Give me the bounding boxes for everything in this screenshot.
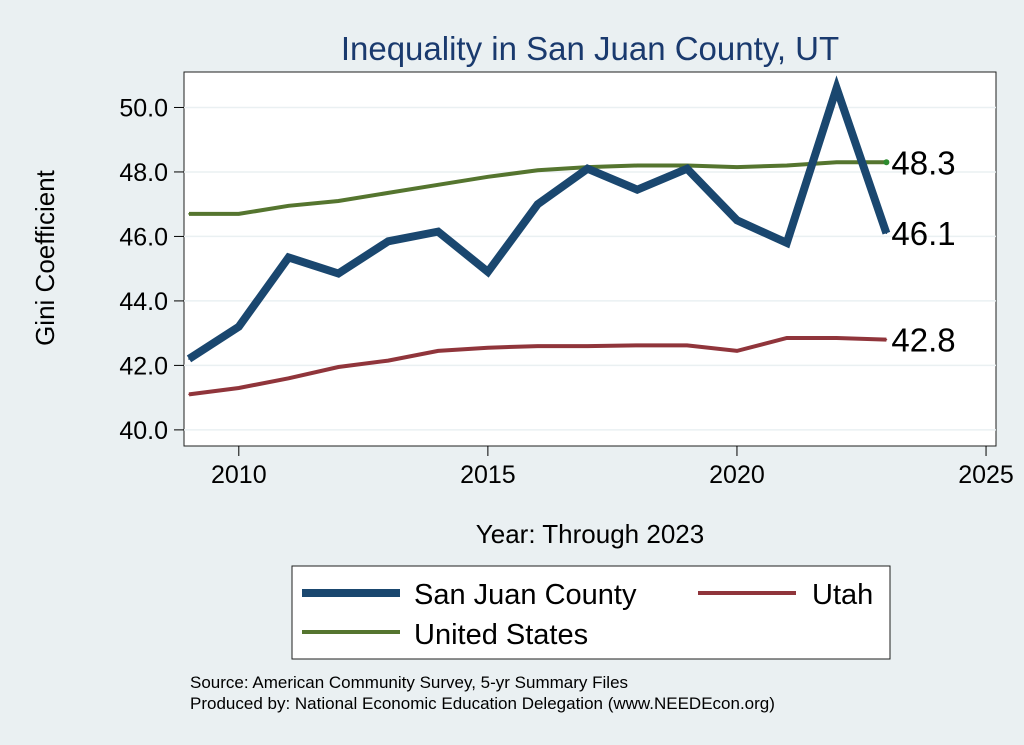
y-tick-label: 40.0 <box>119 417 168 445</box>
legend-label-utah: Utah <box>812 579 873 611</box>
data-point-united-states <box>287 205 290 207</box>
data-point-utah <box>686 344 688 347</box>
data-point-united-states <box>636 164 639 167</box>
legend-box <box>291 565 891 660</box>
data-point-utah <box>337 366 340 368</box>
data-point-united-states <box>437 184 439 186</box>
x-tick-label: 2025 <box>958 461 1014 489</box>
data-point-utah <box>536 345 539 347</box>
data-point-utah <box>885 338 888 341</box>
data-point-san-juan-county <box>337 272 340 275</box>
data-point-united-states <box>536 169 539 172</box>
data-point-san-juan-county <box>487 271 489 273</box>
data-point-san-juan-county <box>387 240 390 243</box>
data-point-san-juan-county <box>536 203 539 205</box>
data-point-united-states <box>835 161 838 164</box>
x-tick-label: 2015 <box>460 461 516 489</box>
data-point-united-states <box>237 213 240 215</box>
data-point-utah <box>237 387 240 389</box>
data-point-utah <box>736 350 738 352</box>
data-point-united-states <box>785 164 788 167</box>
end-labels: 46.1 42.8 48.3 <box>891 144 955 358</box>
x-tick-label: 2010 <box>211 461 267 489</box>
data-point-utah <box>586 345 589 347</box>
x-tick-label: 2020 <box>709 461 765 489</box>
axes: 40.0 42.0 44.0 46.0 48.0 50.0 2010 2015 2020 2025 <box>119 94 1014 489</box>
end-label-utah: 42.8 <box>891 322 955 359</box>
data-point-utah <box>487 346 489 349</box>
data-point-utah <box>785 337 788 339</box>
y-tick-label: 48.0 <box>119 159 168 187</box>
data-point-united-states <box>387 192 390 194</box>
y-tick-label: 50.0 <box>119 94 168 122</box>
data-point-united-states <box>188 213 190 215</box>
data-point-san-juan-county <box>885 232 888 235</box>
data-point-san-juan-county <box>835 87 838 89</box>
end-marker-united-states <box>883 159 890 166</box>
data-point-utah <box>835 337 838 339</box>
data-point-utah <box>287 377 290 380</box>
legend: San Juan County Utah United States <box>291 565 891 660</box>
data-point-utah <box>188 393 190 396</box>
legend-label-united-states: United States <box>414 619 588 651</box>
data-point-utah <box>387 359 390 362</box>
data-point-san-juan-county <box>736 219 738 222</box>
chart-title: Inequality in San Juan County, UT <box>341 30 839 67</box>
data-point-united-states <box>337 200 340 202</box>
producer-note: Produced by: National Economic Education… <box>190 694 775 713</box>
data-point-united-states <box>736 166 738 168</box>
end-label-united-states: 48.3 <box>891 144 955 181</box>
x-axis-label: Year: Through 2023 <box>476 519 704 549</box>
data-point-united-states <box>487 175 489 178</box>
data-point-san-juan-county <box>686 167 688 170</box>
series-group <box>186 75 891 397</box>
data-point-san-juan-county <box>636 188 639 191</box>
source-note: Source: American Community Survey, 5-yr … <box>190 673 628 692</box>
data-point-san-juan-county <box>188 358 190 360</box>
data-point-san-juan-county <box>586 167 589 170</box>
y-tick-label: 46.0 <box>119 223 168 251</box>
data-point-san-juan-county <box>237 325 240 328</box>
y-axis-label: Gini Coefficient <box>30 169 60 346</box>
data-point-san-juan-county <box>785 242 788 244</box>
data-point-utah <box>636 344 639 347</box>
y-tick-label: 44.0 <box>119 288 168 316</box>
end-label-san-juan-county: 46.1 <box>891 215 955 252</box>
legend-label-san-juan-county: San Juan County <box>414 579 637 611</box>
plot-area <box>183 71 997 447</box>
data-point-utah <box>437 350 439 352</box>
data-point-san-juan-county <box>437 230 439 233</box>
y-tick-label: 42.0 <box>119 352 168 380</box>
data-point-san-juan-county <box>287 256 290 259</box>
